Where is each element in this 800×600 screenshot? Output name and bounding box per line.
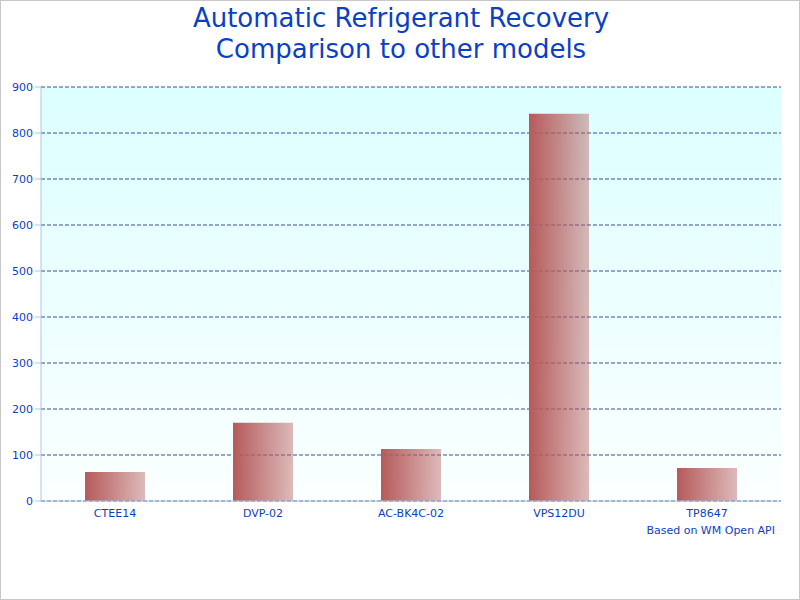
svg-text:500: 500 — [12, 265, 33, 278]
svg-text:700: 700 — [12, 173, 33, 186]
svg-text:CTEE14: CTEE14 — [94, 507, 136, 520]
svg-text:300: 300 — [12, 357, 33, 370]
html-text:Comparison to other models: Comparison to other models — [215, 34, 587, 64]
svg-text:TP8647: TP8647 — [685, 507, 727, 520]
svg-text:200: 200 — [12, 403, 33, 416]
svg-text:AC-BK4C-02: AC-BK4C-02 — [378, 507, 444, 520]
svg-text:400: 400 — [12, 311, 33, 324]
svg-text:DVP-02: DVP-02 — [243, 507, 283, 520]
svg-text:100: 100 — [12, 449, 33, 462]
html-text:Automatic Refrigerant Recovery: Automatic Refrigerant Recovery — [192, 3, 610, 33]
html-text:Based on WM Open API: Based on WM Open API — [646, 524, 775, 537]
svg-text:0: 0 — [26, 495, 33, 508]
svg-text:600: 600 — [12, 219, 33, 232]
svg-text:800: 800 — [12, 127, 33, 140]
svg-text:VPS12DU: VPS12DU — [533, 507, 585, 520]
svg-text:900: 900 — [12, 81, 33, 94]
